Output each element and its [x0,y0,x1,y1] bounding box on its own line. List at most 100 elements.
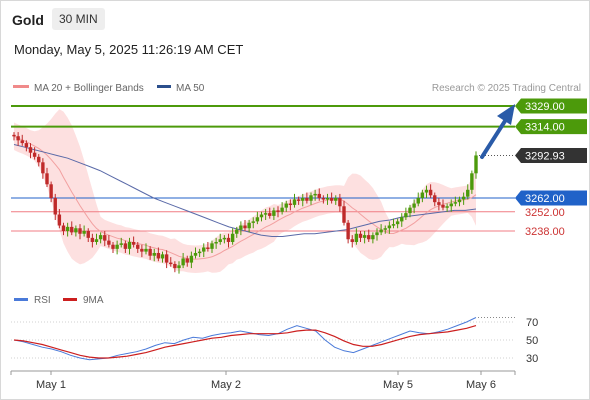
support-label: 3238.00 [525,226,565,238]
candlesticks [12,132,478,274]
candle-body [387,225,392,229]
candle-body [272,210,276,216]
candle-body [32,152,37,157]
candle-body [164,254,169,263]
candle-body [90,237,95,242]
candle-body [313,193,317,196]
candle-body [53,198,57,215]
rsi-ma-legend-label: 9MA [83,295,104,306]
candle-body [309,195,313,201]
resistance-tag [515,119,587,135]
candle-body [197,251,202,254]
candle-body [243,225,247,229]
candle-body [226,237,231,242]
candle-body [78,228,82,234]
candle-body [338,198,342,207]
candle-body [156,252,161,259]
candle-body [433,195,437,203]
level-tags: 3329.00 3314.00 3292.93 3262.00 3252.00 3238.… [515,98,587,238]
candle-body [276,210,280,212]
candle-body [206,247,210,249]
candle-body [263,213,268,215]
ma50-legend-label: MA 50 [176,83,205,94]
rsi-ma-legend-swatch [63,298,77,301]
candle-body [449,203,453,207]
candle-body [239,225,243,230]
candle-body [24,143,29,148]
candle-body [400,217,404,222]
candle-body [395,221,400,225]
rsi-ma-line [13,325,477,359]
candle-body [470,173,474,190]
candle-body [193,252,198,256]
candle-body [16,136,20,141]
forecast-arrow-head [497,104,515,125]
candle-body [317,193,321,199]
ma20-legend-swatch [13,85,29,88]
candle-body [140,248,144,252]
candle-body [235,229,239,234]
candle-body [301,198,305,201]
timeframe-badge[interactable]: 30 MIN [52,8,105,30]
candle-body [160,254,165,259]
candle-body [70,226,74,233]
candle-body [119,243,123,245]
candle-body [247,222,251,229]
candle-body [98,235,103,240]
candle-body [103,235,107,241]
candle-body [127,241,132,249]
candle-body [457,199,462,203]
candle-body [441,204,445,208]
candle-body [288,203,293,206]
ma50-legend-swatch [157,85,171,88]
candle-body [115,244,119,249]
candle-body [123,243,128,249]
candle-body [325,198,330,200]
candle-body [358,233,363,238]
resistance-tag-label: 3314.00 [525,122,565,134]
candle-body [173,263,177,269]
candle-body [94,239,99,242]
rsi-legend-label: RSI [34,295,51,306]
rsi-tick-label: 50 [526,335,538,347]
candle-body [136,244,140,249]
candle-body [74,228,78,233]
candle-body [296,199,301,201]
candle-body [321,198,326,200]
candle-body [259,214,264,218]
candle-body [181,258,185,266]
candle-body [342,206,346,223]
candle-body [82,231,86,234]
candle-body [346,222,350,240]
candle-body [420,192,425,199]
candle-body [466,189,470,197]
candle-body [391,224,396,226]
candle-body [474,155,478,174]
candle-body [49,184,53,199]
resistance-tag [515,98,587,114]
candle-body [148,248,152,256]
candle-body [367,235,371,240]
candle-body [57,214,62,226]
x-tick-label: May 5 [383,379,413,391]
candle-body [222,237,227,240]
rsi-tick-label: 70 [526,317,538,329]
candle-body [169,262,173,265]
candle-body [445,206,449,208]
candle-body [255,217,260,222]
candle-body [334,198,338,201]
ma20-legend-label: MA 20 + Bollinger Bands [34,83,144,94]
candle-body [379,229,383,233]
timestamp: Monday, May 5, 2025 11:26:19 AM CET [14,42,244,57]
candle-body [152,252,156,256]
candle-body [437,202,441,205]
candle-body [131,241,136,245]
candle-body [292,199,297,205]
bollinger-band [14,109,476,273]
candle-body [251,221,255,223]
candle-body [177,265,181,269]
candle-body [41,162,45,174]
candle-body [280,207,284,212]
chart-header: Gold 30 MIN [1,1,589,37]
